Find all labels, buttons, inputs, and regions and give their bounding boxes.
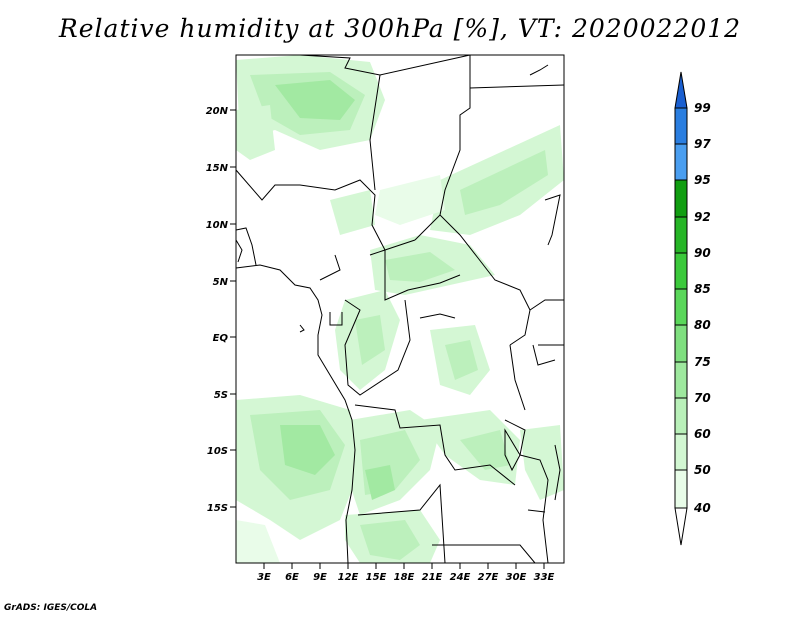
colorbar-label-80: 80: [694, 318, 711, 332]
map-frame: [235, 54, 565, 564]
lon-label-27e: 27E: [478, 572, 499, 583]
colorbar-top-arrow: [674, 71, 688, 109]
lat-label-10s: 10S: [207, 446, 228, 457]
colorbar-label-40: 40: [693, 501, 711, 515]
colorbar-bin-97-99: [674, 107, 688, 145]
latitude-axis: 20N 15N 10N 5N EQ 5S 10S 15S: [206, 106, 236, 514]
colorbar: 99 97 95 92 90 85 80 75 70 60 50 40: [674, 71, 711, 546]
lat-label-eq: EQ: [213, 333, 229, 344]
humidity-shading: [236, 55, 564, 563]
colorbar-bin-90-92: [674, 216, 688, 254]
colorbar-bin-85-90: [674, 252, 688, 290]
lon-label-30e: 30E: [506, 572, 527, 583]
lat-label-5s: 5S: [214, 390, 228, 401]
colorbar-bin-60-70: [674, 397, 688, 435]
colorbar-label-70: 70: [694, 391, 711, 405]
map-title: Relative humidity at 300hPa [%], VT: 202…: [58, 14, 742, 43]
colorbar-label-85: 85: [694, 282, 711, 296]
map-panel: [235, 54, 565, 564]
longitude-axis: 3E 6E 9E 12E 15E 18E 21E 24E 27E 30E 33E: [257, 563, 555, 583]
colorbar-bin-80-85: [674, 288, 688, 326]
lon-label-15e: 15E: [366, 572, 387, 583]
colorbar-label-99: 99: [694, 101, 711, 115]
lon-label-6e: 6E: [285, 572, 299, 583]
colorbar-label-90: 90: [694, 246, 711, 260]
coastlines-borders: [235, 54, 565, 564]
lat-label-15n: 15N: [206, 163, 229, 174]
colorbar-bin-50-60: [674, 433, 688, 471]
colorbar-bin-75-80: [674, 324, 688, 363]
colorbar-bin-92-95: [674, 179, 688, 218]
lon-label-24e: 24E: [450, 572, 471, 583]
colorbar-bin-70-75: [674, 361, 688, 399]
footer-credit: GrADS: IGES/COLA: [4, 603, 98, 613]
colorbar-label-75: 75: [694, 355, 711, 369]
colorbar-label-92: 92: [694, 210, 711, 224]
colorbar-bin-95-97: [674, 143, 688, 181]
lon-label-33e: 33E: [534, 572, 555, 583]
colorbar-bottom-arrow: [674, 507, 688, 546]
lat-label-5n: 5N: [213, 277, 229, 288]
lon-label-3e: 3E: [257, 572, 271, 583]
lat-label-10n: 10N: [206, 220, 229, 231]
lon-label-18e: 18E: [394, 572, 415, 583]
lat-label-15s: 15S: [207, 503, 228, 514]
lat-label-20n: 20N: [206, 106, 229, 117]
lon-label-12e: 12E: [338, 572, 359, 583]
colorbar-label-60: 60: [694, 427, 711, 441]
lon-label-21e: 21E: [422, 572, 443, 583]
colorbar-bin-40-50: [674, 469, 688, 509]
colorbar-label-50: 50: [694, 463, 711, 477]
colorbar-label-95: 95: [694, 173, 711, 187]
lon-label-9e: 9E: [313, 572, 327, 583]
colorbar-label-97: 97: [694, 137, 711, 151]
